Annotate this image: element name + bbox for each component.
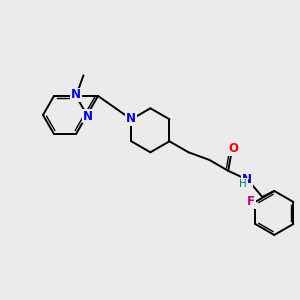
- Text: N: N: [83, 110, 93, 122]
- Text: N: N: [126, 112, 136, 125]
- Text: H: H: [239, 179, 247, 189]
- Text: N: N: [242, 172, 252, 186]
- Text: F: F: [247, 196, 255, 208]
- Text: O: O: [228, 142, 238, 155]
- Text: N: N: [71, 88, 81, 101]
